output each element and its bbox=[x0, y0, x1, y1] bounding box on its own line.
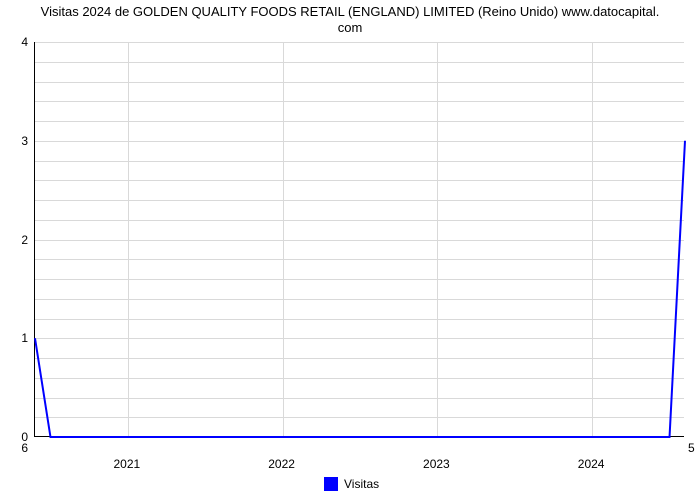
legend: Visitas bbox=[324, 477, 379, 491]
corner-label-bottom-right: 5 bbox=[688, 441, 695, 455]
y-tick-label: 2 bbox=[4, 233, 28, 247]
y-tick-label: 4 bbox=[4, 35, 28, 49]
x-tick-label: 2021 bbox=[113, 457, 140, 471]
corner-label-bottom-left: 6 bbox=[4, 441, 28, 455]
x-tick-label: 2022 bbox=[268, 457, 295, 471]
x-tick-label: 2023 bbox=[423, 457, 450, 471]
chart-title-line2: com bbox=[338, 20, 363, 35]
chart-title: Visitas 2024 de GOLDEN QUALITY FOODS RET… bbox=[0, 4, 700, 37]
legend-label: Visitas bbox=[344, 477, 379, 491]
y-tick-label: 3 bbox=[4, 134, 28, 148]
chart-title-line1: Visitas 2024 de GOLDEN QUALITY FOODS RET… bbox=[41, 4, 660, 19]
series-line bbox=[35, 42, 685, 437]
legend-swatch bbox=[324, 477, 338, 491]
chart-container: Visitas 2024 de GOLDEN QUALITY FOODS RET… bbox=[0, 0, 700, 500]
plot-area bbox=[34, 42, 684, 437]
y-tick-label: 1 bbox=[4, 331, 28, 345]
x-tick-label: 2024 bbox=[578, 457, 605, 471]
